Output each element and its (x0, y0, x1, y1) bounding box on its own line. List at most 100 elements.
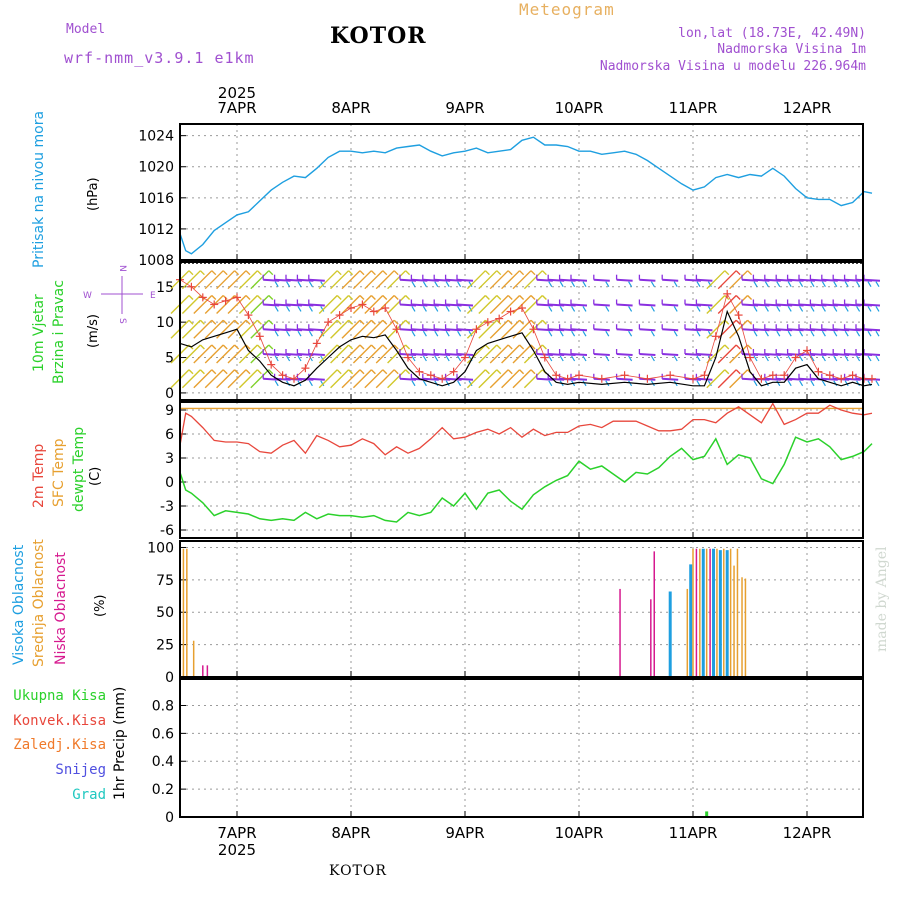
wind-barb (747, 319, 753, 325)
wind-barb (548, 306, 553, 312)
wind-barb (650, 306, 655, 312)
legend-grad: Grad (72, 787, 106, 803)
wind-barb (181, 319, 201, 339)
elevation-label: Nadmorska Visina 1m (717, 42, 866, 57)
bottom-day-label: 7APR (217, 824, 256, 842)
wind-barb (512, 270, 532, 290)
wind-barb (729, 344, 749, 364)
wind-barb (456, 303, 474, 307)
wind-barb (519, 369, 525, 375)
wind-barb (274, 306, 279, 312)
wind-barb (776, 281, 781, 288)
wind-barb (787, 330, 792, 337)
compass-e: E (150, 291, 156, 301)
wind-barb (673, 330, 678, 337)
wind-barb (274, 281, 279, 288)
wind-barb (628, 281, 633, 288)
wind-barb (250, 369, 270, 389)
wind-barb (456, 328, 474, 332)
wind-barb (274, 330, 279, 337)
wind-ytick-label: 5 (165, 351, 174, 367)
wind-barb (445, 306, 450, 312)
temp-ylabel-dew: dewpt Temp (71, 427, 87, 512)
wind-barb (222, 369, 228, 375)
wind-barb (489, 270, 509, 290)
wind-barb (341, 319, 361, 339)
wind-barb (456, 278, 474, 282)
wind-barb (393, 344, 399, 350)
wind-speed-line (179, 309, 873, 387)
wind-barb (445, 330, 450, 337)
wind-barb (662, 303, 679, 307)
wind-barb (559, 306, 564, 312)
wind-barb (650, 380, 655, 387)
cloud-frame (179, 540, 864, 678)
wind-barb (519, 294, 525, 300)
wind-barb (530, 270, 536, 276)
wind-barb (507, 294, 513, 300)
wind-barb (434, 380, 439, 387)
pressure-line (179, 136, 873, 255)
wind-barb (341, 344, 361, 364)
legend-frz: Zaledj.Kisa (13, 737, 106, 753)
wind-barb (856, 380, 861, 387)
wind-barb (256, 369, 262, 375)
wind-barb (387, 369, 407, 389)
wind-barb (256, 344, 262, 350)
wind-barb (863, 278, 881, 282)
wind-barb (308, 281, 313, 288)
wind-barb (867, 281, 872, 288)
wind-barb (875, 380, 880, 387)
wind-barb (478, 294, 498, 314)
wind-barb (204, 319, 224, 339)
wind-barb (875, 281, 880, 288)
wind-barb (570, 328, 588, 332)
wind-barb (501, 344, 521, 364)
wind-barb (234, 369, 240, 375)
wind-barb (706, 319, 726, 339)
wind-barb (570, 278, 588, 282)
bottom-day-label: 10APR (555, 824, 604, 842)
wind-barb (320, 306, 325, 312)
wind-barb (411, 330, 416, 337)
bottom-day-label: 11APR (669, 824, 718, 842)
wind-barb (764, 306, 769, 312)
wind-barb (330, 294, 350, 314)
wind-barb (238, 319, 258, 339)
model-label: Model (66, 22, 105, 37)
wind-barb (523, 344, 543, 364)
wind-barb (318, 344, 338, 364)
wind-barb (639, 278, 656, 282)
wind-barb (787, 306, 792, 312)
wind-barb (729, 294, 749, 314)
wind-barb (799, 306, 804, 312)
wind-barb (821, 281, 826, 288)
temp-ytick-label: 6 (165, 427, 174, 443)
wind-barb (541, 270, 547, 276)
wind-barb (227, 344, 247, 364)
wind-barb (274, 380, 279, 387)
wind-barb (696, 328, 713, 332)
wind-barb (308, 278, 325, 282)
wind-barb (181, 270, 201, 290)
bottom-day-label: 8APR (331, 824, 370, 842)
wind-barb (616, 278, 633, 282)
wind-barb (696, 278, 713, 282)
wind-barb (466, 294, 486, 314)
wind-barb (318, 294, 338, 314)
wind-barb (375, 344, 395, 364)
wind-barb (193, 319, 213, 339)
wind-barb (696, 303, 713, 307)
wind-barb (844, 355, 849, 362)
wind-barb (753, 330, 758, 337)
temp-ytick-label: -3 (160, 499, 174, 515)
temp-ylabel-unit: (C) (88, 467, 103, 486)
wind-barb (245, 319, 251, 325)
wind-barb (393, 369, 399, 375)
wind-barb (457, 330, 462, 337)
wind-barb (844, 330, 849, 337)
bottom-day-label: 12APR (783, 824, 832, 842)
wind-barb (478, 344, 498, 364)
wind-barb (468, 281, 473, 288)
temp-frame (179, 401, 864, 539)
